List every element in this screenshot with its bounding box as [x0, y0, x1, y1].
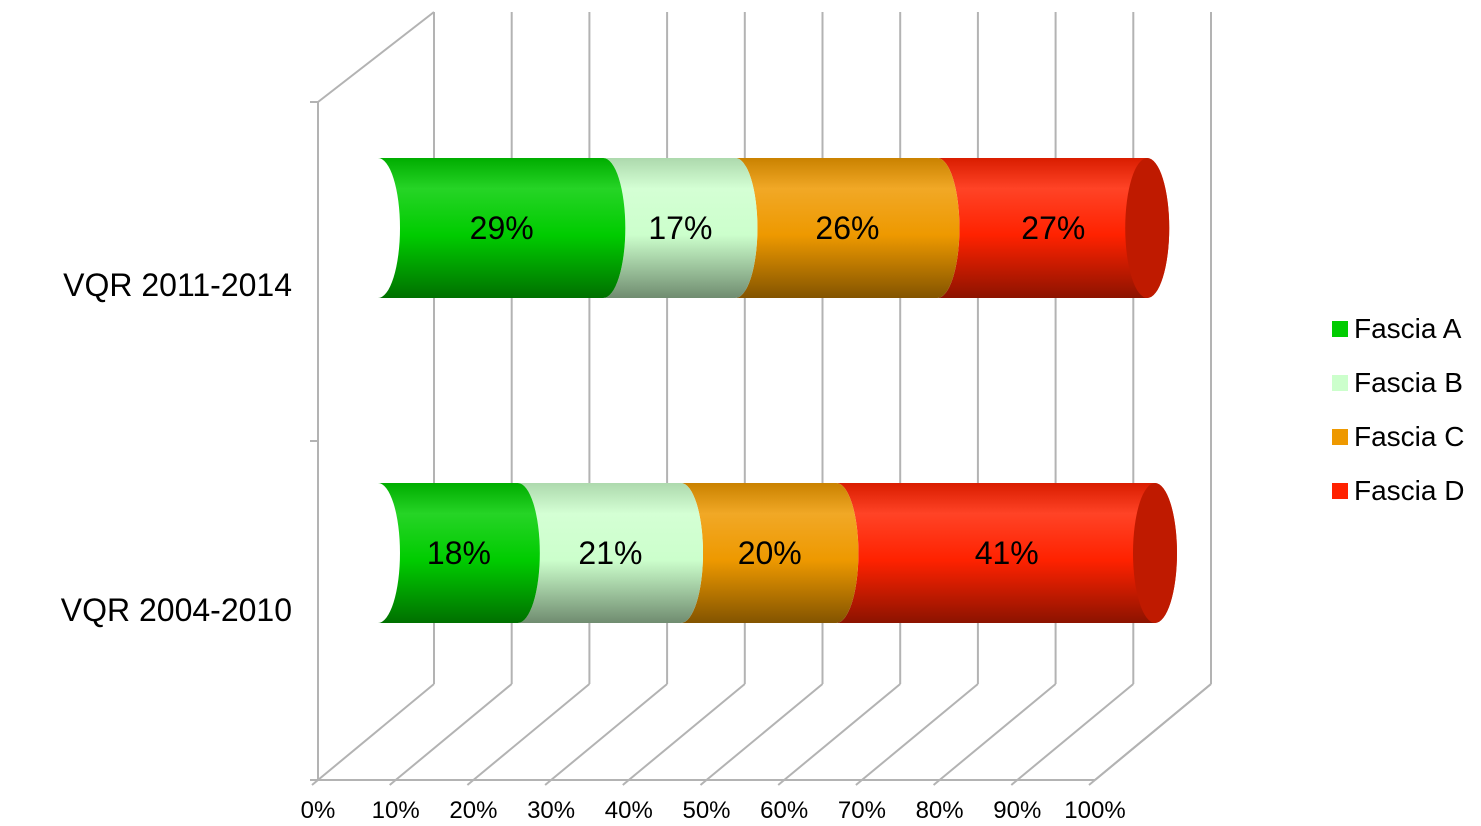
x-tick-mark: [544, 779, 552, 786]
bar-end-cap: [1133, 483, 1177, 623]
side-wall-top-edge: [317, 11, 435, 103]
gridlines: [317, 12, 1212, 781]
floor-gridline: [550, 683, 668, 781]
data-label: 41%: [975, 535, 1039, 571]
x-tick-label: 80%: [916, 797, 964, 824]
legend-swatch: [1332, 375, 1348, 391]
x-tick-mark: [932, 779, 941, 786]
legend: Fascia A Fascia B Fascia C Fascia D: [1332, 302, 1464, 518]
data-label: 18%: [427, 535, 491, 571]
legend-item: Fascia B: [1332, 356, 1464, 410]
bar-segment: [603, 158, 758, 298]
floor-gridline: [628, 683, 746, 781]
floor-gridline: [317, 683, 435, 781]
data-label: 26%: [815, 210, 879, 246]
legend-label: Fascia D: [1354, 475, 1465, 506]
chart-walls: [310, 11, 1212, 781]
floor-gridline: [1094, 683, 1212, 781]
x-tick-label: 100%: [1064, 797, 1125, 824]
data-label: 21%: [578, 535, 642, 571]
x-tick-mark: [1010, 779, 1018, 786]
bar-end-cap: [1125, 158, 1170, 298]
bar-segment: [735, 158, 960, 298]
bar-segment: [378, 158, 626, 298]
legend-item: Fascia C: [1332, 410, 1464, 464]
x-tick-label: 50%: [682, 797, 730, 824]
floor-gridline: [705, 683, 824, 781]
category-label: VQR 2011-2014: [63, 267, 292, 303]
x-tick-label: 0%: [301, 797, 336, 824]
legend-item: Fascia D: [1332, 464, 1464, 518]
legend-swatch: [1332, 483, 1348, 499]
bar-row: 18% 21% 20% 41%: [378, 483, 1177, 623]
x-tick-mark: [777, 779, 785, 786]
data-label: 29%: [470, 210, 534, 246]
bar-segment: [681, 483, 859, 623]
bar-row: 29% 17% 26% 27%: [378, 158, 1170, 298]
legend-swatch: [1332, 321, 1348, 337]
floor-gridline: [472, 683, 591, 781]
legend-swatch: [1332, 429, 1348, 445]
x-tick-mark: [311, 779, 319, 786]
x-tick-label: 10%: [372, 797, 420, 824]
x-tick-label: 40%: [605, 797, 653, 824]
bar-segment: [378, 483, 540, 623]
x-tick-mark: [466, 779, 475, 786]
x-tick-label: 20%: [449, 797, 497, 824]
bar-segment: [937, 158, 1170, 298]
bar-segment: [836, 483, 1177, 623]
x-tick-label: 70%: [838, 797, 886, 824]
bar-segment: [517, 483, 704, 623]
x-tick-mark: [622, 779, 630, 786]
legend-item: Fascia A: [1332, 302, 1464, 356]
bar-series: 18% 21% 20% 41% 29% 17% 26% 27%: [378, 158, 1177, 623]
x-tick-mark: [1088, 779, 1096, 786]
legend-label: Fascia C: [1354, 421, 1465, 452]
legend-label: Fascia B: [1354, 367, 1463, 398]
data-label: 20%: [738, 535, 802, 571]
data-label: 27%: [1021, 210, 1085, 246]
legend-label: Fascia A: [1354, 313, 1462, 344]
x-tick-mark: [699, 779, 708, 786]
floor-gridline: [938, 683, 1057, 781]
floor-gridline: [1016, 683, 1134, 781]
x-tick-label: 60%: [760, 797, 808, 824]
x-axis-ticks: 0% 10% 20% 30% 40% 50% 60% 70% 80% 90% 100%: [301, 779, 1126, 824]
x-tick-label: 30%: [527, 797, 575, 824]
floor-gridline: [783, 683, 901, 781]
x-tick-mark: [389, 779, 397, 786]
x-tick-mark: [855, 779, 863, 786]
x-tick-label: 90%: [993, 797, 1041, 824]
floor-gridline: [395, 683, 513, 781]
data-label: 17%: [648, 210, 712, 246]
floor-gridline: [861, 683, 979, 781]
category-label: VQR 2004-2010: [60, 592, 292, 628]
